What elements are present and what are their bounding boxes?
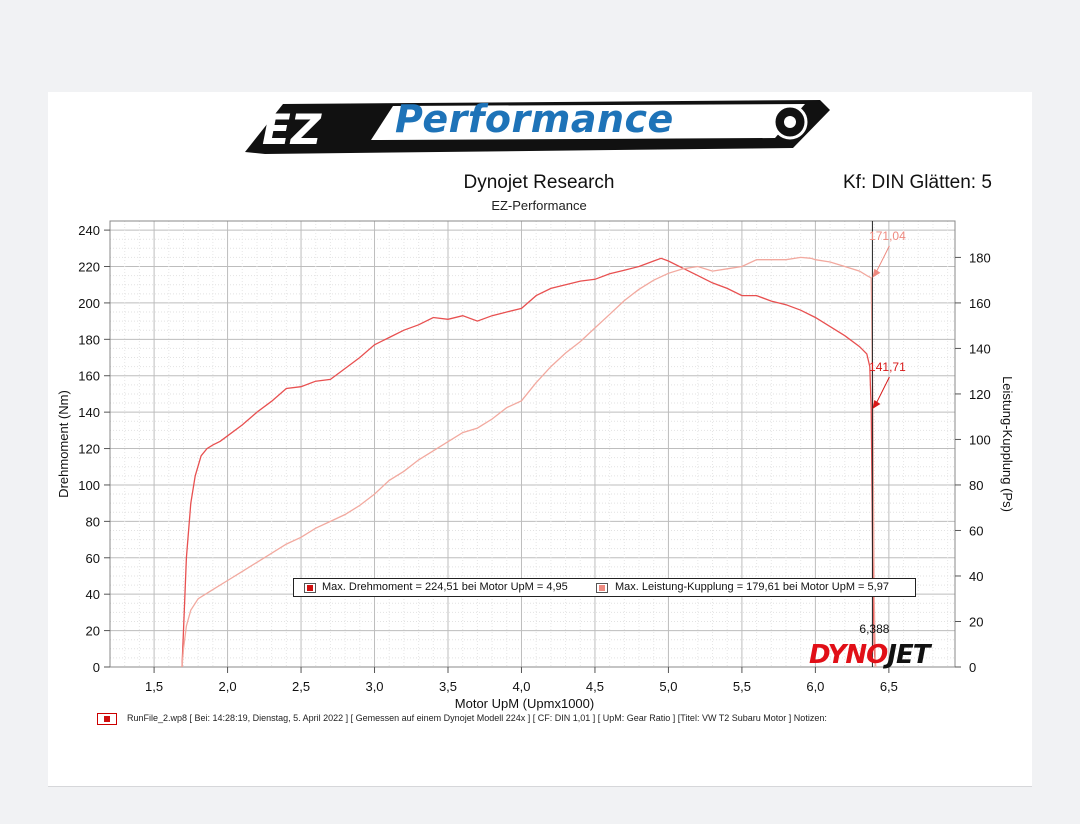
y-left-tick-label: 80 bbox=[86, 514, 100, 529]
runfile-swatch bbox=[97, 713, 117, 725]
dynojet-logo-part2: JET bbox=[887, 640, 930, 670]
x-tick-label: 4,0 bbox=[512, 679, 530, 694]
annotation-arrow-line bbox=[874, 245, 890, 275]
turbo-icon-center bbox=[784, 116, 796, 128]
x-tick-label: 2,0 bbox=[219, 679, 237, 694]
legend-power-text: Max. Leistung-Kupplung = 179,61 bei Moto… bbox=[615, 581, 889, 593]
y-right-tick-label: 20 bbox=[969, 614, 983, 629]
series bbox=[181, 256, 877, 668]
x-tick-label: 3,5 bbox=[439, 679, 457, 694]
y-right-tick-label: 80 bbox=[969, 478, 983, 493]
y-right-tick-label: 140 bbox=[969, 341, 991, 356]
x-tick-label: 6,5 bbox=[880, 679, 898, 694]
y-left-tick-label: 40 bbox=[86, 587, 100, 602]
legend-dot-power bbox=[599, 585, 605, 591]
x-tick-label: 3,0 bbox=[365, 679, 383, 694]
cursor-label: 6,388 bbox=[859, 622, 889, 636]
y-right-axis-label: Leistung-Kupplung (Ps) bbox=[1000, 376, 1015, 512]
x-tick-label: 5,0 bbox=[659, 679, 677, 694]
x-tick-label: 4,5 bbox=[586, 679, 604, 694]
annotation-arrow-line bbox=[874, 376, 890, 406]
x-tick-label: 2,5 bbox=[292, 679, 310, 694]
dynojet-logo: DYNOJET bbox=[809, 640, 930, 670]
y-right-tick-label: 120 bbox=[969, 387, 991, 402]
x-tick-label: 5,5 bbox=[733, 679, 751, 694]
y-left-tick-label: 20 bbox=[86, 624, 100, 639]
axes: 0 20 40 60 80 100 120 140 160 180 200 220 240 0 20 40 60… bbox=[56, 223, 1015, 711]
chart-title: Dynojet Research bbox=[463, 172, 615, 193]
y-left-tick-label: 220 bbox=[78, 260, 100, 275]
ez-performance-logo bbox=[245, 100, 830, 154]
torque-line bbox=[181, 257, 877, 668]
plot-frame bbox=[109, 220, 956, 668]
y-left-axis-label: Drehmoment (Nm) bbox=[56, 390, 71, 498]
y-right-tick-label: 100 bbox=[969, 432, 991, 447]
runfile-swatch-dot bbox=[104, 716, 110, 722]
grid bbox=[110, 220, 955, 668]
power-annotation-label: 171,04 bbox=[869, 229, 906, 243]
y-right-tick-label: 40 bbox=[969, 569, 983, 584]
logo-ez-text: EZ bbox=[262, 105, 322, 154]
annotation-arrowhead bbox=[872, 400, 881, 410]
y-left-tick-label: 140 bbox=[78, 405, 100, 420]
runfile-info: RunFile_2.wp8 [ Bei: 14:28:19, Dienstag,… bbox=[127, 713, 827, 723]
y-left-tick-label: 180 bbox=[78, 332, 100, 347]
y-right-tick-label: 0 bbox=[969, 660, 976, 675]
dynojet-logo-part1: DYNO bbox=[809, 640, 888, 670]
logo-performance-text: Performance bbox=[395, 97, 674, 141]
y-right-tick-label: 60 bbox=[969, 523, 983, 538]
y-right-tick-label: 180 bbox=[969, 250, 991, 265]
y-left-tick-label: 200 bbox=[78, 296, 100, 311]
annotations: 6,388 141,71 171,04 bbox=[859, 221, 906, 667]
annotation-arrowhead bbox=[872, 268, 881, 278]
y-left-tick-label: 100 bbox=[78, 478, 100, 493]
y-left-tick-label: 120 bbox=[78, 442, 100, 457]
y-left-tick-label: 160 bbox=[78, 369, 100, 384]
torque-annotation-label: 141,71 bbox=[869, 360, 906, 374]
y-left-tick-label: 240 bbox=[78, 223, 100, 238]
x-axis-label: Motor UpM (Upmx1000) bbox=[455, 696, 594, 711]
legend: Max. Drehmoment = 224,51 bei Motor UpM =… bbox=[293, 578, 916, 597]
y-left-tick-label: 60 bbox=[86, 551, 100, 566]
chart-subtitle: EZ-Performance bbox=[491, 198, 587, 213]
y-right-tick-label: 160 bbox=[969, 296, 991, 311]
legend-dot-torque bbox=[307, 585, 313, 591]
power-line bbox=[181, 256, 877, 668]
legend-swatch-torque bbox=[304, 583, 316, 593]
x-tick-label: 6,0 bbox=[806, 679, 824, 694]
legend-torque-text: Max. Drehmoment = 224,51 bei Motor UpM =… bbox=[322, 581, 568, 593]
y-left-tick-label: 0 bbox=[93, 660, 100, 675]
logo-white-panel bbox=[371, 104, 805, 140]
x-tick-label: 1,5 bbox=[145, 679, 163, 694]
correction-factor-label: Kf: DIN Glätten: 5 bbox=[843, 172, 992, 193]
legend-swatch-power bbox=[596, 583, 608, 593]
